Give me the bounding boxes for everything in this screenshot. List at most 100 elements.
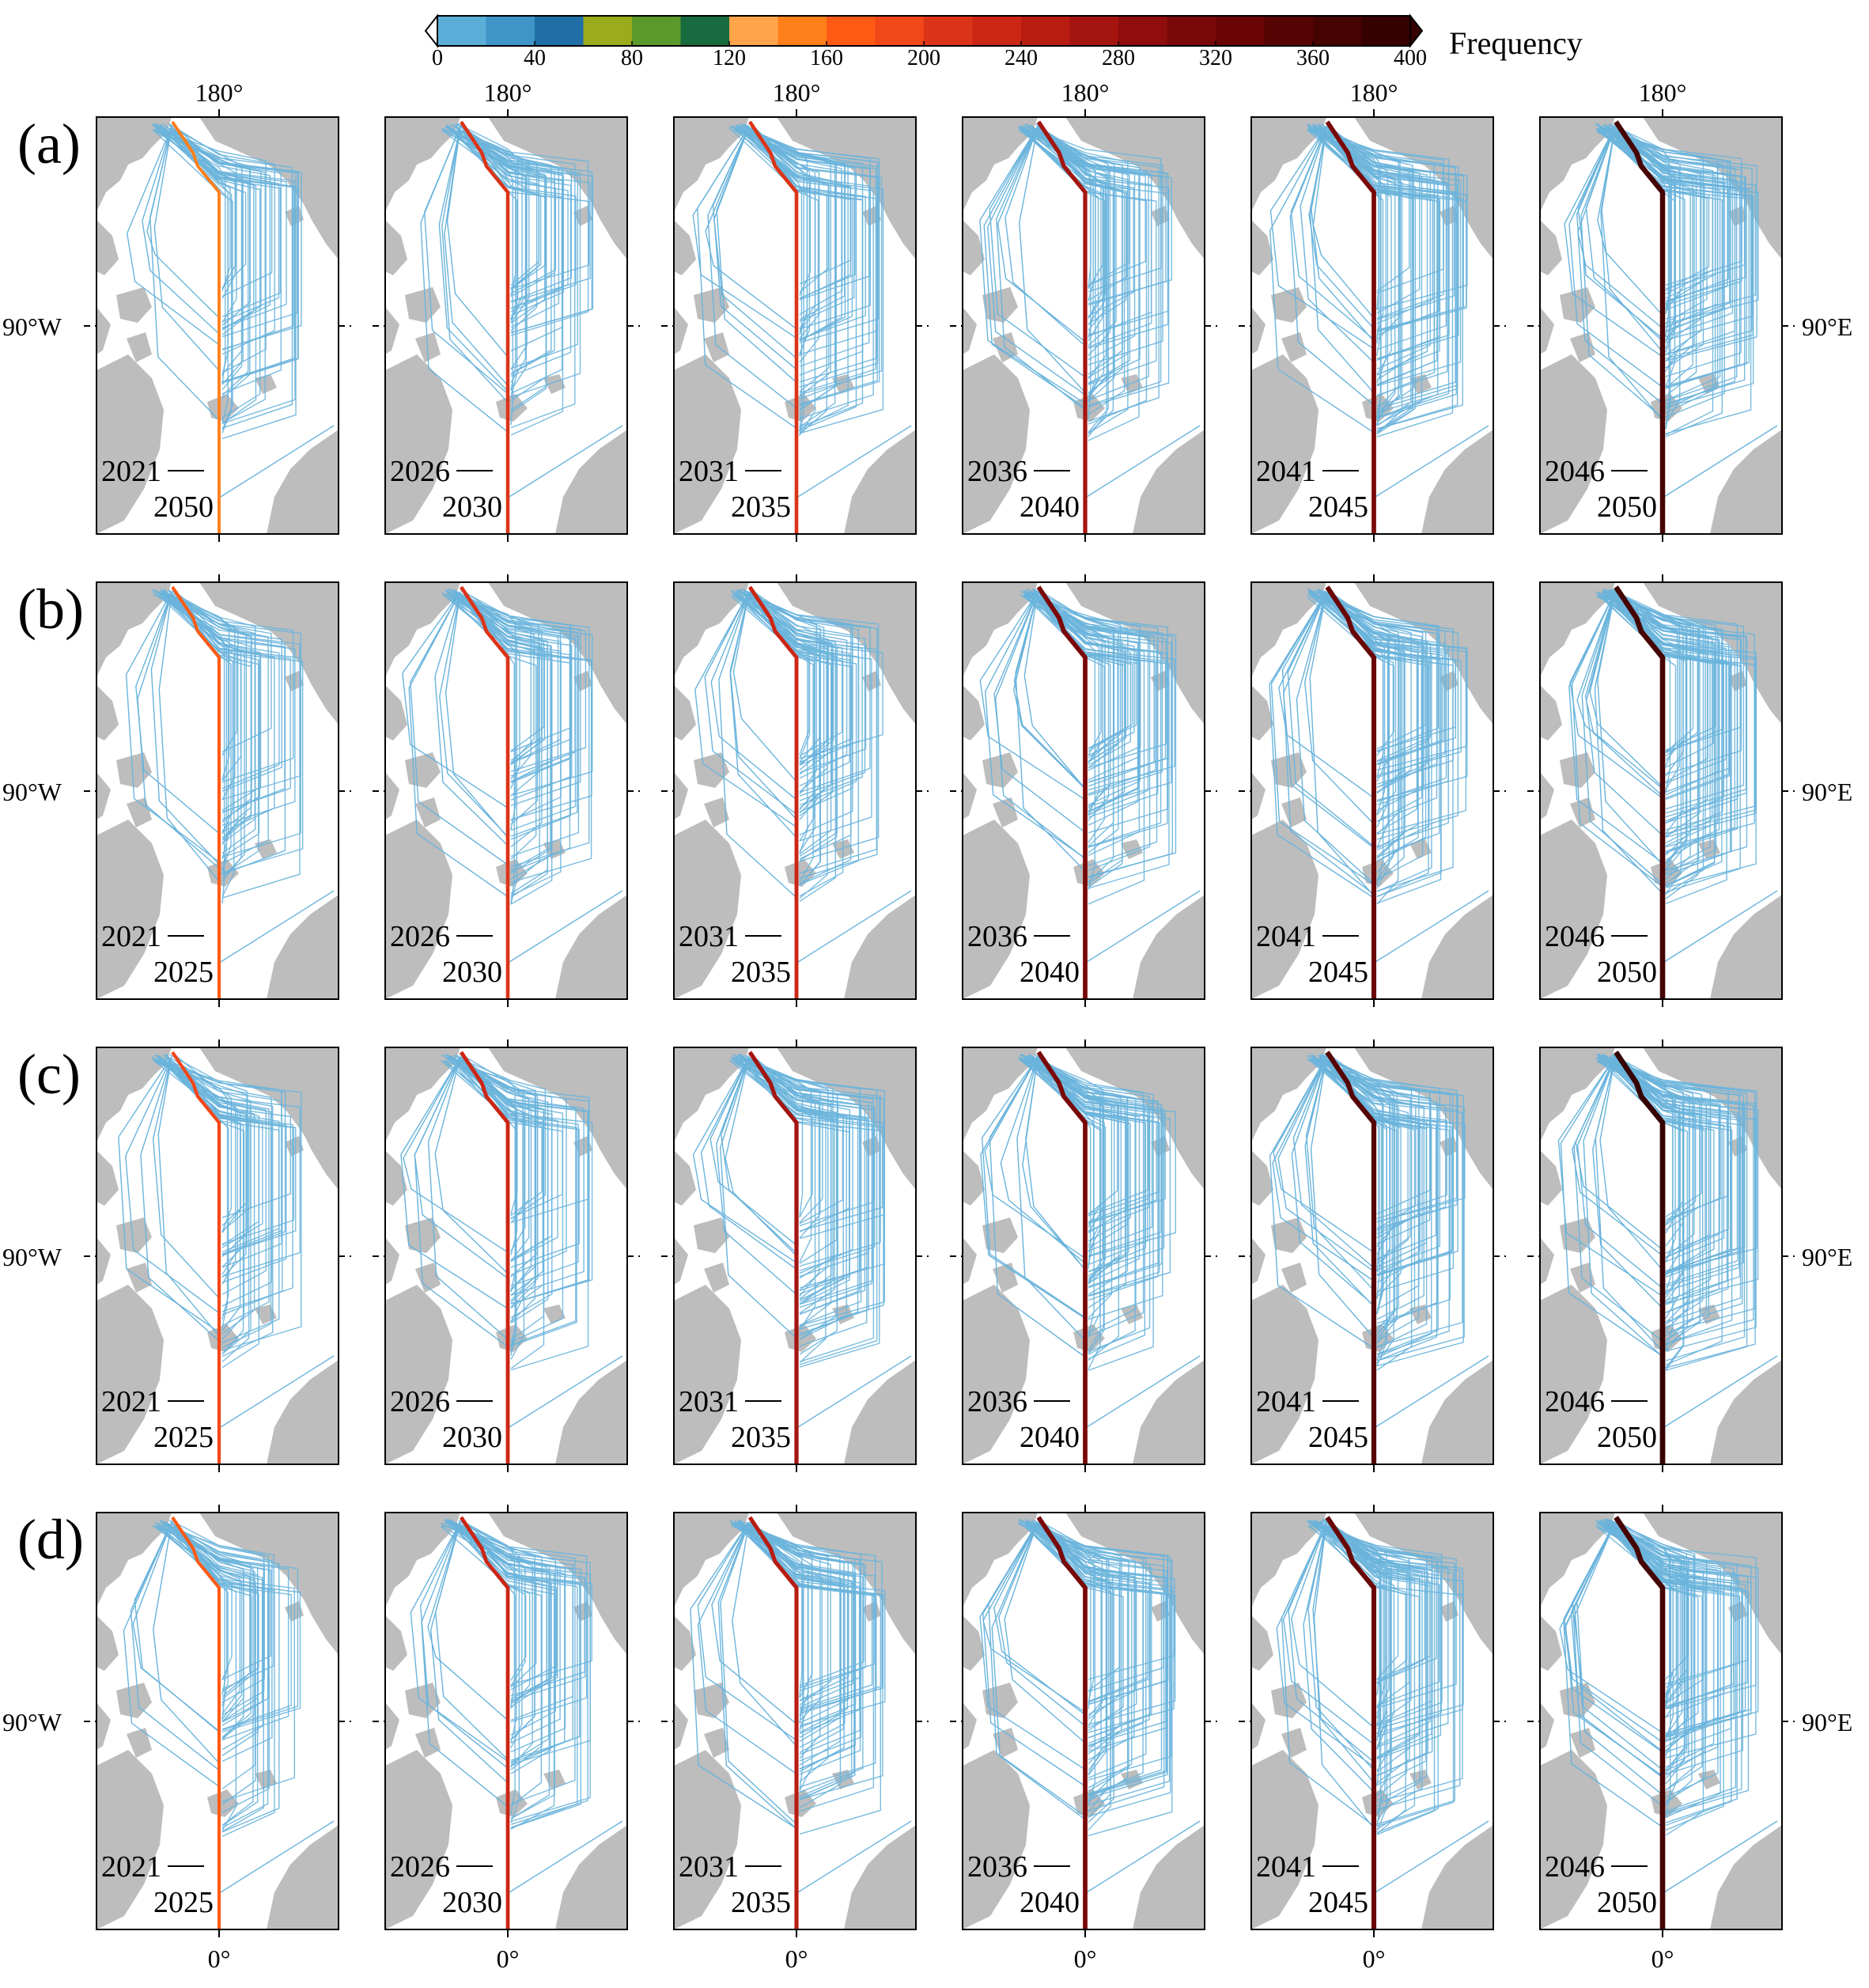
route-line bbox=[456, 594, 553, 871]
colorbar-tick-labels: 0 40 80 120 160 200 240 280 320 360 400 bbox=[432, 41, 1427, 70]
route-line bbox=[1314, 131, 1401, 341]
landmass bbox=[844, 895, 916, 999]
route-line bbox=[1597, 1053, 1729, 1254]
landmass bbox=[555, 430, 627, 534]
route-line bbox=[1610, 1524, 1686, 1771]
route-line bbox=[743, 1525, 849, 1724]
colorbar-tick-label: 360 bbox=[1296, 46, 1330, 70]
route-line bbox=[984, 1056, 1086, 1259]
route-line bbox=[1327, 1059, 1466, 1223]
colorbar-cell bbox=[1069, 16, 1119, 46]
route-line bbox=[697, 1521, 797, 1774]
route-line bbox=[164, 127, 294, 350]
route-line bbox=[725, 1056, 797, 1256]
route-line bbox=[1296, 591, 1375, 884]
meridian-label-180: 180° bbox=[195, 78, 244, 107]
route-line bbox=[736, 589, 817, 795]
landmass bbox=[1271, 287, 1307, 323]
route-line bbox=[165, 1523, 241, 1714]
route-line bbox=[1615, 1059, 1756, 1333]
landmass bbox=[1133, 1360, 1205, 1464]
landmass bbox=[1251, 820, 1319, 999]
period-end: 2050 bbox=[1597, 956, 1657, 989]
route-line bbox=[743, 592, 878, 874]
route-line bbox=[463, 1520, 588, 1825]
route-line bbox=[1027, 1523, 1171, 1817]
route-line bbox=[1313, 1521, 1375, 1829]
route-line bbox=[1270, 591, 1375, 885]
route-line bbox=[734, 1522, 841, 1742]
period-start: 2046 bbox=[1545, 920, 1605, 953]
landmass bbox=[963, 1047, 1038, 1142]
route-line bbox=[716, 126, 797, 383]
route-line bbox=[1614, 595, 1716, 751]
landmass bbox=[1540, 1150, 1562, 1206]
route-line bbox=[152, 1056, 220, 1299]
route-line bbox=[172, 1061, 241, 1331]
route-line bbox=[692, 1056, 797, 1263]
period-end: 2025 bbox=[153, 1886, 214, 1919]
landmass bbox=[267, 895, 339, 999]
route-line bbox=[1329, 1055, 1390, 1344]
route-line bbox=[1329, 589, 1467, 771]
route-line bbox=[1283, 1521, 1375, 1745]
route-line bbox=[414, 1056, 509, 1348]
landmass bbox=[543, 374, 566, 394]
landmass bbox=[1271, 752, 1307, 788]
landmass bbox=[674, 1150, 696, 1206]
route-line bbox=[461, 1060, 558, 1262]
landmass bbox=[488, 117, 627, 259]
axis-label-east: 90°E bbox=[1802, 778, 1852, 806]
landmass bbox=[199, 117, 339, 259]
route-line bbox=[1023, 591, 1086, 790]
period-start: 2036 bbox=[967, 1385, 1027, 1418]
route-line bbox=[1596, 596, 1738, 854]
route-line bbox=[1025, 594, 1159, 818]
route-line bbox=[716, 1056, 797, 1295]
route-line bbox=[1616, 1060, 1757, 1352]
colorbar: 0 40 80 120 160 200 240 280 320 360 400 Frequency bbox=[424, 13, 1583, 70]
route-line bbox=[220, 890, 335, 963]
route-line bbox=[1326, 125, 1455, 320]
landmass bbox=[1710, 430, 1782, 534]
route-line bbox=[728, 126, 846, 320]
route-line bbox=[1291, 1056, 1375, 1306]
route-line bbox=[733, 1521, 823, 1722]
route-line bbox=[738, 127, 816, 436]
landmass bbox=[1133, 430, 1205, 534]
period-start: 2036 bbox=[967, 920, 1027, 953]
route-line bbox=[1281, 1521, 1375, 1827]
landmass bbox=[1251, 1047, 1326, 1142]
landmass bbox=[1281, 1728, 1307, 1758]
landmass bbox=[674, 685, 696, 740]
route-line bbox=[1040, 126, 1167, 306]
route-line bbox=[1568, 126, 1663, 388]
route-line bbox=[1599, 1056, 1663, 1271]
route-line bbox=[168, 125, 237, 324]
route-line bbox=[1315, 1059, 1458, 1223]
period-start: 2041 bbox=[1256, 455, 1316, 488]
route-line bbox=[1321, 1053, 1420, 1310]
landmass bbox=[704, 1263, 729, 1293]
route-line bbox=[1281, 591, 1375, 896]
main-route-trunk bbox=[1614, 120, 1666, 534]
route-line bbox=[460, 594, 551, 874]
route-line bbox=[732, 1521, 797, 1747]
landmass bbox=[385, 307, 399, 354]
period-start: 2021 bbox=[101, 455, 161, 488]
period-end: 2035 bbox=[731, 1421, 791, 1454]
main-route-trunk bbox=[171, 120, 221, 534]
landmass bbox=[385, 354, 452, 534]
landmass bbox=[694, 1683, 729, 1718]
landmass bbox=[963, 1285, 1030, 1464]
landmass bbox=[963, 582, 1038, 677]
route-line bbox=[1324, 1053, 1391, 1255]
route-line bbox=[1607, 590, 1735, 852]
route-line bbox=[463, 129, 538, 331]
route-line bbox=[1326, 123, 1389, 425]
